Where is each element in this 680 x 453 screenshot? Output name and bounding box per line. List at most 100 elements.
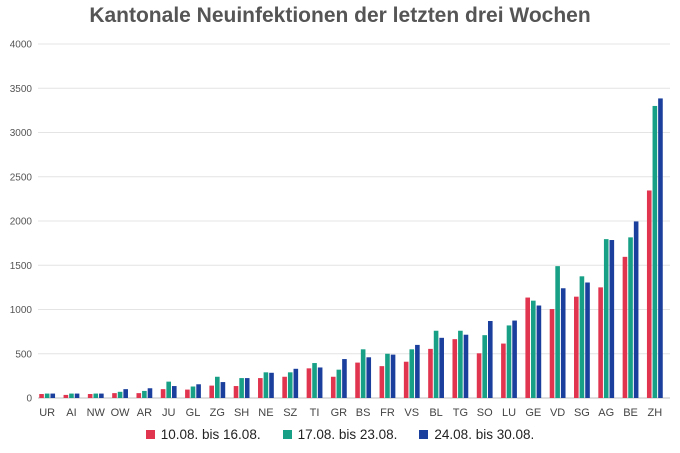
bar[interactable]: [142, 390, 147, 398]
x-tick-label: GE: [525, 407, 541, 419]
bar[interactable]: [209, 385, 215, 398]
bar[interactable]: [269, 372, 274, 398]
bar[interactable]: [463, 334, 469, 398]
bar[interactable]: [603, 239, 609, 398]
x-axis-ticks: UR AI NW OW AR JU GL ZG SH NE SZ TI GR BS FR VS BL TG SO LU…: [39, 407, 662, 419]
bar[interactable]: [166, 381, 171, 398]
bar[interactable]: [658, 98, 663, 399]
y-tick-label: 1000: [10, 305, 33, 316]
bar[interactable]: [215, 376, 220, 398]
bar[interactable]: [579, 276, 585, 398]
bar[interactable]: [560, 288, 566, 398]
x-tick-label: AI: [66, 407, 76, 419]
bar[interactable]: [74, 393, 80, 398]
bar[interactable]: [476, 353, 482, 398]
bar[interactable]: [263, 372, 269, 398]
bar[interactable]: [531, 300, 536, 398]
bar[interactable]: [50, 393, 56, 398]
bar[interactable]: [69, 393, 74, 398]
bar[interactable]: [44, 393, 50, 398]
bar[interactable]: [123, 389, 128, 398]
y-tick-label: 2500: [10, 172, 33, 183]
bar[interactable]: [233, 386, 239, 398]
bar[interactable]: [487, 321, 493, 398]
legend-label: 17.08. bis 23.08.: [297, 427, 398, 442]
bar[interactable]: [360, 349, 366, 398]
legend-label: 24.08. bis 30.08.: [434, 427, 535, 442]
x-tick-label: ZG: [210, 407, 225, 419]
bar[interactable]: [452, 339, 458, 398]
bar[interactable]: [652, 105, 658, 398]
bar[interactable]: [439, 337, 444, 398]
bar[interactable]: [415, 344, 420, 398]
bar[interactable]: [147, 388, 153, 398]
bar[interactable]: [171, 386, 177, 398]
bar[interactable]: [336, 369, 342, 398]
x-tick-label: NW: [87, 407, 106, 419]
bar[interactable]: [258, 378, 263, 398]
bar[interactable]: [633, 221, 639, 398]
y-tick-label: 2000: [10, 217, 33, 228]
bar[interactable]: [244, 378, 250, 398]
bar[interactable]: [501, 343, 506, 398]
bar[interactable]: [160, 389, 166, 398]
legend-item[interactable]: 17.08. bis 23.08.: [282, 427, 398, 442]
bar[interactable]: [112, 393, 117, 398]
bar[interactable]: [549, 309, 555, 398]
bar[interactable]: [512, 320, 517, 398]
legend: 10.08. bis 16.08. 17.08. bis 23.08. 24.0…: [0, 427, 680, 442]
bar[interactable]: [403, 361, 409, 398]
bar[interactable]: [93, 393, 99, 398]
bar[interactable]: [585, 282, 590, 398]
bar[interactable]: [117, 391, 123, 398]
bar[interactable]: [409, 349, 415, 398]
bar[interactable]: [609, 240, 615, 398]
bar[interactable]: [87, 394, 93, 398]
bar[interactable]: [63, 394, 69, 398]
bar[interactable]: [39, 394, 44, 398]
bar[interactable]: [622, 256, 628, 398]
legend-item[interactable]: 24.08. bis 30.08.: [419, 427, 534, 442]
bar[interactable]: [385, 353, 390, 398]
bar[interactable]: [342, 359, 347, 398]
bar[interactable]: [366, 357, 372, 398]
bar[interactable]: [136, 393, 142, 398]
bar[interactable]: [306, 368, 312, 398]
y-tick-label: 0: [26, 394, 32, 405]
bar[interactable]: [312, 363, 317, 398]
y-tick-label: 3500: [10, 84, 33, 95]
bar[interactable]: [293, 368, 299, 398]
bar[interactable]: [646, 190, 652, 398]
x-tick-label: OW: [111, 407, 131, 419]
x-tick-label: JU: [162, 407, 176, 419]
x-tick-label: GL: [186, 407, 201, 419]
chart-title: Kantonale Neuinfektionen der letzten dre…: [89, 4, 591, 27]
y-tick-label: 1500: [10, 261, 33, 272]
bar[interactable]: [185, 389, 190, 398]
bar[interactable]: [433, 330, 439, 398]
bar[interactable]: [390, 354, 396, 398]
bar[interactable]: [574, 296, 579, 398]
bar[interactable]: [282, 376, 287, 398]
bar[interactable]: [482, 335, 487, 398]
bar[interactable]: [287, 372, 293, 398]
bar[interactable]: [428, 348, 433, 398]
bar[interactable]: [239, 378, 244, 398]
bar[interactable]: [99, 393, 104, 398]
bar[interactable]: [458, 330, 463, 398]
bar[interactable]: [196, 384, 201, 398]
bar[interactable]: [379, 366, 385, 398]
legend-item[interactable]: 10.08. bis 16.08.: [145, 427, 261, 442]
bar[interactable]: [355, 362, 360, 398]
bar[interactable]: [598, 287, 603, 399]
bar[interactable]: [628, 237, 633, 398]
bar[interactable]: [317, 367, 323, 398]
bar[interactable]: [525, 297, 531, 398]
x-tick-label: BE: [623, 407, 638, 419]
bar[interactable]: [555, 266, 560, 398]
bar[interactable]: [536, 305, 542, 398]
bar[interactable]: [190, 386, 196, 399]
bar[interactable]: [220, 382, 226, 398]
bar[interactable]: [330, 376, 336, 398]
bar[interactable]: [506, 325, 512, 398]
